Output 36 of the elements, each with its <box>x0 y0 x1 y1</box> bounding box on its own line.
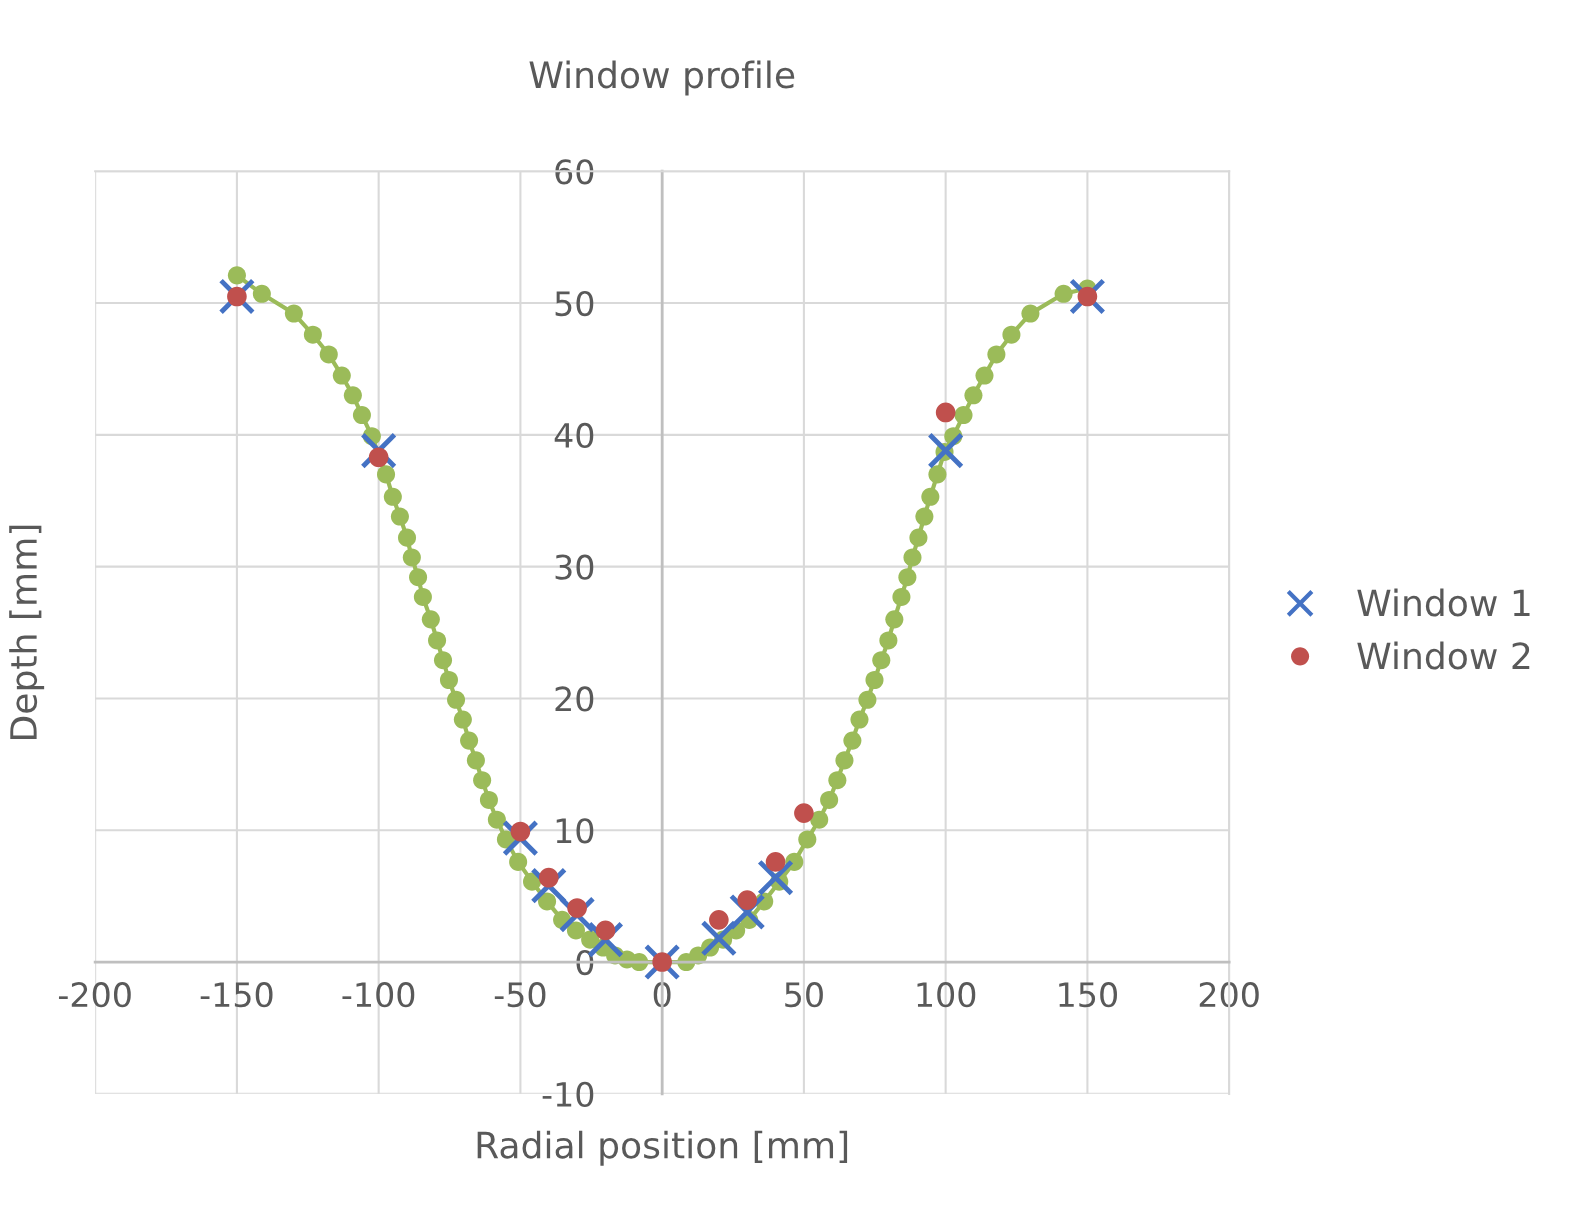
y-axis-title: Depth [mm] <box>9 525 45 739</box>
point <box>709 910 729 930</box>
point <box>757 859 794 896</box>
point <box>737 890 758 910</box>
point <box>765 852 786 872</box>
legend-label: Window 1 <box>1357 588 1530 617</box>
y-tick-label: 60 <box>555 159 594 185</box>
y-tick-label: 40 <box>554 422 594 448</box>
point <box>595 920 616 941</box>
point <box>700 920 738 957</box>
x-tick-label: 100 <box>917 982 976 1008</box>
point <box>935 402 956 423</box>
point <box>927 432 964 469</box>
legend-label: Window 2 <box>1357 641 1530 670</box>
x-tick-label: 150 <box>1059 982 1117 1008</box>
chart-title: Window profile <box>529 60 795 96</box>
y-tick-label: 30 <box>555 554 594 580</box>
x-tick-label: 50 <box>785 982 823 1008</box>
y-tick-label: 20 <box>555 686 594 712</box>
point <box>567 898 587 918</box>
y-tick-label: -10 <box>542 1081 594 1107</box>
point <box>728 893 766 931</box>
y-tick-label: 50 <box>555 290 594 317</box>
x-tick-label: -50 <box>494 982 546 1008</box>
point <box>794 803 814 823</box>
point <box>510 821 531 842</box>
y-tick-label: 10 <box>556 818 594 844</box>
x-tick-label: -150 <box>200 982 273 1008</box>
point <box>227 286 247 307</box>
x-axis-title: Radial position [mm] <box>477 1130 848 1166</box>
point <box>538 867 559 888</box>
point <box>368 447 389 468</box>
x-tick-label: -200 <box>58 982 131 1008</box>
point <box>1077 286 1098 307</box>
x-tick-label: 200 <box>1199 982 1259 1008</box>
x-tick-label: -100 <box>342 982 415 1008</box>
